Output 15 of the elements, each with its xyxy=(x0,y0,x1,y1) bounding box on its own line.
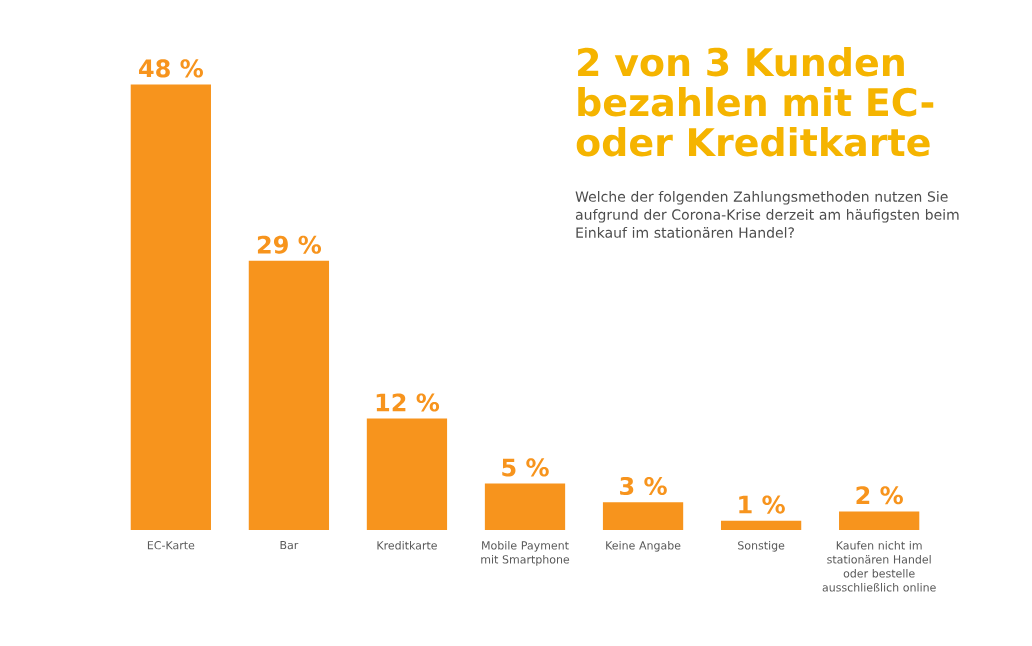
bar xyxy=(248,260,330,530)
data-label: 1 % xyxy=(739,495,785,514)
data-label: 3 % xyxy=(620,476,667,496)
bar xyxy=(602,502,684,530)
chart-title: 2 von 3 Kunden bezahlen mit EC- oder Kreditkarte xyxy=(576,47,934,157)
bar xyxy=(130,84,211,530)
bar xyxy=(720,520,802,530)
data-label: 2 % xyxy=(856,486,903,505)
bar xyxy=(484,483,566,530)
bar xyxy=(366,418,448,530)
data-label: 29 % xyxy=(257,235,322,254)
data-label: 48 % xyxy=(139,59,203,78)
bar xyxy=(839,511,920,530)
data-label: 12 % xyxy=(376,393,440,412)
data-label: 5 % xyxy=(502,458,549,477)
